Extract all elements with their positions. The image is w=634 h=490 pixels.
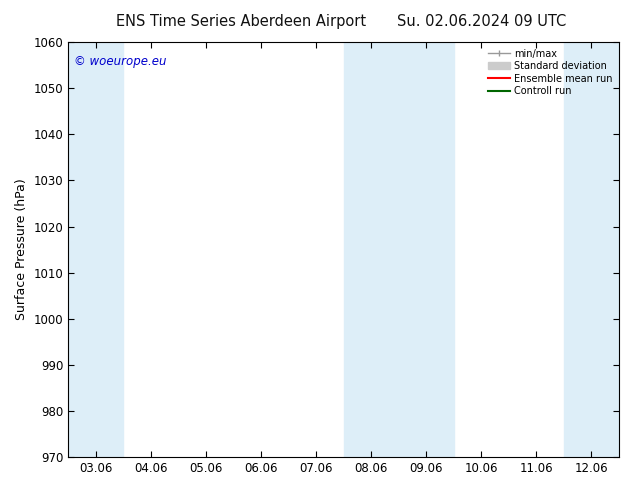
- Text: © woeurope.eu: © woeurope.eu: [74, 54, 166, 68]
- Bar: [564, 42, 619, 457]
- Text: Su. 02.06.2024 09 UTC: Su. 02.06.2024 09 UTC: [398, 14, 566, 29]
- Y-axis label: Surface Pressure (hPa): Surface Pressure (hPa): [15, 179, 28, 320]
- Legend: min/max, Standard deviation, Ensemble mean run, Controll run: min/max, Standard deviation, Ensemble me…: [486, 47, 614, 98]
- Bar: [68, 42, 123, 457]
- Bar: [344, 42, 454, 457]
- Text: ENS Time Series Aberdeen Airport: ENS Time Series Aberdeen Airport: [116, 14, 366, 29]
